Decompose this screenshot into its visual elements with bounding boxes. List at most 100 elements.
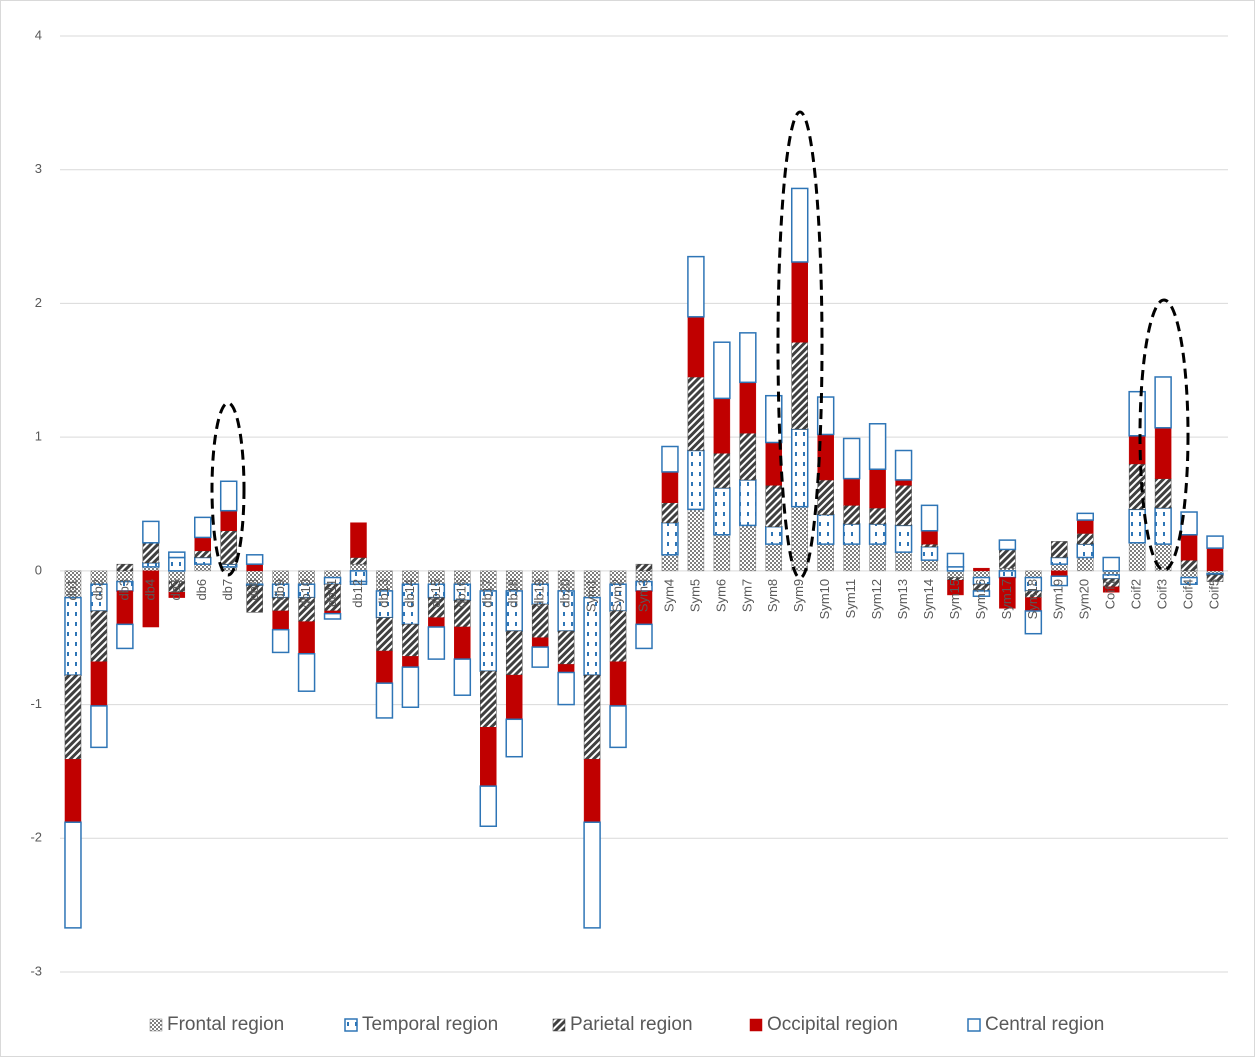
bar-segment bbox=[843, 505, 860, 525]
bar-segment bbox=[972, 590, 991, 598]
bar-segment bbox=[1128, 435, 1146, 465]
x-tick-label: Sym15 bbox=[947, 579, 962, 619]
bar-segment bbox=[350, 522, 367, 558]
bar-segment bbox=[219, 563, 238, 568]
bar-segment bbox=[142, 520, 160, 544]
x-tick-label: Sym13 bbox=[895, 579, 910, 619]
bar-segment bbox=[324, 570, 341, 578]
bar-segment bbox=[323, 612, 342, 620]
bar-segment bbox=[843, 478, 860, 506]
bar-segment bbox=[1128, 508, 1146, 544]
bar-segment bbox=[1102, 574, 1120, 580]
bar-segment bbox=[90, 705, 108, 749]
bar-segment bbox=[921, 559, 938, 572]
bar-segment bbox=[531, 646, 549, 668]
bar-segment bbox=[194, 556, 212, 565]
bar-segment bbox=[272, 610, 289, 630]
bar-segment bbox=[1180, 576, 1198, 585]
bar-segment bbox=[376, 617, 393, 652]
bar-segment bbox=[713, 341, 731, 400]
x-tick-label: Sym1 bbox=[584, 579, 599, 612]
bar-segment bbox=[1206, 574, 1224, 582]
x-tick-label: db14 bbox=[402, 579, 417, 608]
bar-segment bbox=[142, 570, 160, 628]
bar-segment bbox=[1180, 559, 1198, 572]
x-tick-label: db8 bbox=[246, 579, 261, 601]
y-tick-label: -2 bbox=[30, 830, 42, 845]
bar-segment bbox=[1076, 512, 1094, 521]
x-tick-label: Sym12 bbox=[869, 579, 884, 619]
bar-segment bbox=[350, 563, 367, 572]
bar-segment bbox=[505, 674, 523, 720]
bar-segment bbox=[531, 637, 549, 648]
bar-segment bbox=[1154, 478, 1172, 509]
bar-segment bbox=[168, 556, 186, 572]
bar-segment bbox=[920, 504, 939, 532]
bar-segment bbox=[869, 468, 886, 509]
bar-segment bbox=[428, 617, 445, 628]
bar-segment bbox=[895, 551, 912, 572]
x-tick-label: db19 bbox=[532, 579, 547, 608]
bar-segment bbox=[505, 630, 523, 676]
x-tick-label: db15 bbox=[428, 579, 443, 608]
bar-segment bbox=[1102, 556, 1120, 572]
bar-segment bbox=[90, 661, 108, 707]
bar-segment bbox=[64, 759, 82, 823]
bar-segment bbox=[1102, 586, 1120, 593]
x-tick-label: Sym6 bbox=[713, 579, 728, 612]
bar-segment bbox=[64, 674, 82, 760]
legend-label: Parietal region bbox=[570, 1014, 693, 1035]
bar-segment bbox=[869, 507, 886, 525]
y-tick-label: -3 bbox=[30, 963, 42, 978]
bar-segment bbox=[271, 628, 290, 654]
bar-segment bbox=[453, 658, 472, 696]
bar-segment bbox=[868, 523, 887, 545]
x-tick-label: Coif4 bbox=[1181, 579, 1196, 609]
x-tick-label: Sym16 bbox=[973, 579, 988, 619]
bar-segment bbox=[194, 550, 212, 558]
x-tick-label: db5 bbox=[168, 579, 183, 601]
bar-segment bbox=[790, 187, 809, 263]
bar-segment bbox=[661, 554, 679, 572]
bar-segment bbox=[609, 661, 627, 707]
bar-segment bbox=[1051, 570, 1068, 577]
bar-segment bbox=[505, 718, 523, 758]
bar-segment bbox=[1076, 557, 1094, 572]
bar-segment bbox=[194, 563, 212, 572]
bar-segment bbox=[297, 653, 316, 692]
bar-segment bbox=[739, 479, 757, 527]
bar-segment bbox=[246, 563, 263, 572]
x-tick-label: db18 bbox=[506, 579, 521, 608]
bar-segment bbox=[1051, 541, 1068, 558]
bar-segment bbox=[1076, 519, 1094, 534]
bar-segment bbox=[480, 670, 497, 728]
bar-segment bbox=[687, 509, 705, 572]
bar-segment bbox=[713, 452, 731, 489]
bar-segment bbox=[765, 485, 783, 527]
bar-segment bbox=[894, 449, 913, 481]
y-tick-label: -1 bbox=[30, 696, 42, 711]
x-tick-label: Sym11 bbox=[843, 579, 858, 619]
x-tick-label: Sym14 bbox=[921, 579, 936, 619]
bar-segment bbox=[1206, 547, 1224, 572]
x-tick-label: db1 bbox=[64, 579, 79, 601]
x-tick-label: db20 bbox=[558, 579, 573, 608]
x-tick-label: db2 bbox=[90, 579, 105, 601]
bar-segment bbox=[401, 666, 420, 708]
legend-swatch bbox=[749, 1018, 763, 1032]
bar-segment bbox=[1050, 575, 1069, 587]
x-tick-label: db16 bbox=[454, 579, 469, 608]
x-tick-label: Sym3 bbox=[635, 579, 650, 612]
x-tick-label: Coif2 bbox=[1129, 579, 1144, 609]
bar-segment bbox=[1128, 390, 1146, 437]
bar-segment bbox=[790, 428, 809, 508]
x-tick-label: Sym7 bbox=[739, 579, 754, 612]
bar-segment bbox=[427, 626, 446, 660]
bar-segment bbox=[1025, 570, 1042, 578]
bar-segment bbox=[375, 682, 394, 719]
legend-label: Central region bbox=[985, 1014, 1104, 1035]
bar-segment bbox=[298, 621, 315, 655]
bar-segment bbox=[661, 521, 679, 556]
y-tick-label: 4 bbox=[35, 27, 42, 42]
bar-segment bbox=[220, 510, 237, 531]
